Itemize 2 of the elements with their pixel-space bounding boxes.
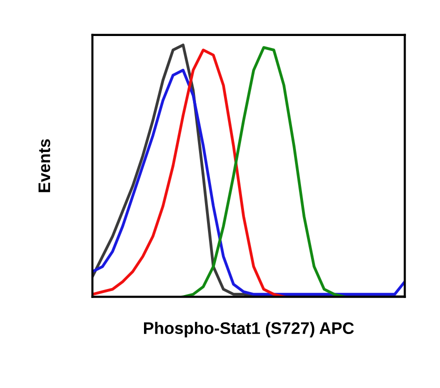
y-axis-title: Events xyxy=(38,139,50,192)
x-axis-title: Phospho-Stat1 (S727) APC xyxy=(144,322,354,338)
